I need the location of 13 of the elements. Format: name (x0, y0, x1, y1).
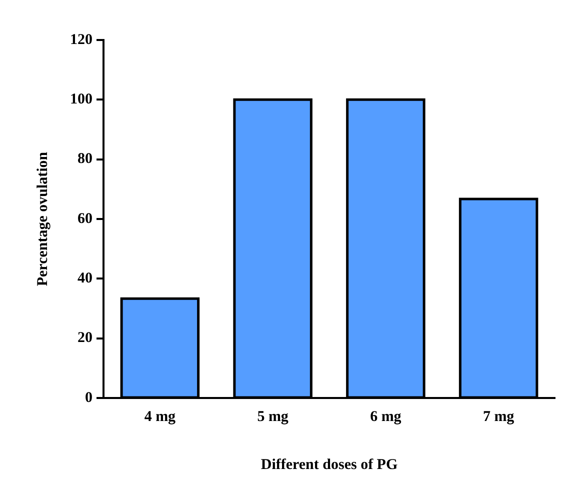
x-tick-label: 5 mg (257, 408, 289, 425)
y-tick-label: 80 (78, 151, 92, 168)
y-tick-label: 40 (78, 270, 92, 287)
y-tick-label: 100 (70, 92, 92, 108)
y-tick-label: 60 (78, 210, 92, 227)
x-axis-title: Different doses of PG (260, 456, 398, 473)
y-tick-label: 120 (70, 32, 92, 48)
y-tick-label: 20 (78, 330, 92, 346)
y-tick-label: 0 (85, 390, 92, 406)
y-axis-title: Percentage ovulation (34, 151, 51, 286)
x-tick-label: 4 mg (144, 408, 176, 425)
x-tick-label: 7 mg (482, 408, 515, 425)
x-tick-label: 6 mg (370, 408, 402, 425)
